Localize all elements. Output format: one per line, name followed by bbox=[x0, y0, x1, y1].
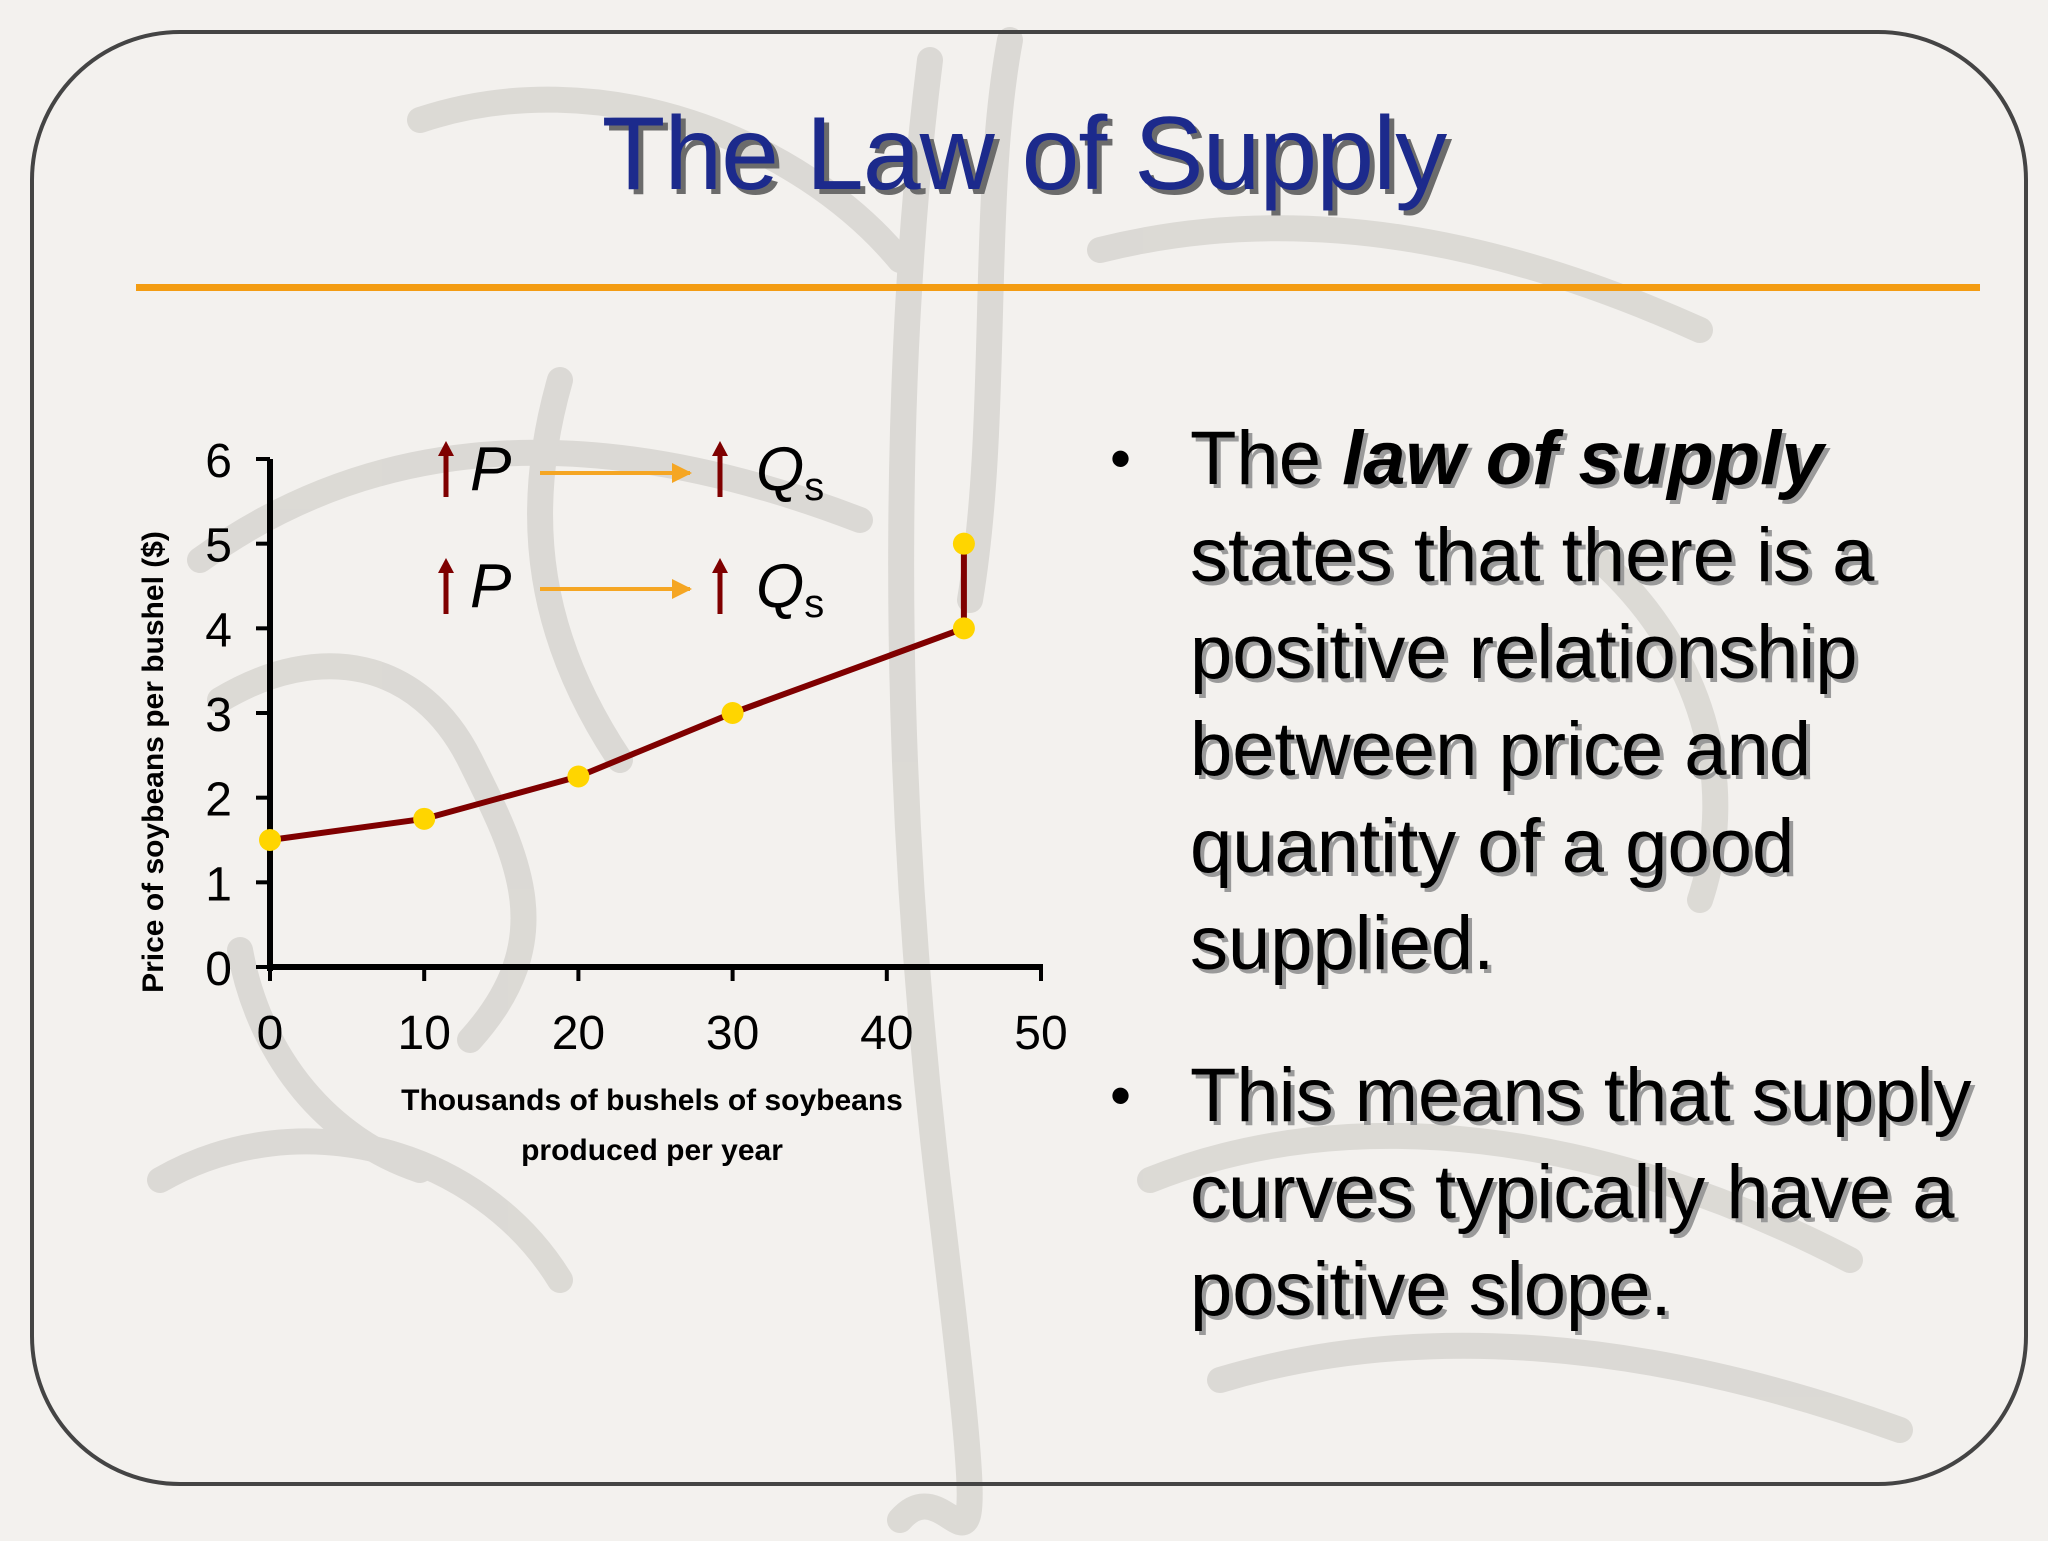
y-tick-label: 1 bbox=[205, 858, 232, 911]
y-tick-label: 3 bbox=[205, 689, 232, 742]
up-arrow-icon bbox=[712, 558, 728, 614]
annotation-p-label: P bbox=[470, 435, 511, 504]
y-tick-label: 4 bbox=[205, 604, 232, 657]
data-point bbox=[721, 702, 744, 724]
slide-title: The Law of Supply bbox=[601, 96, 1447, 212]
annotation-row-2: P Qs bbox=[438, 552, 824, 626]
bullet-dot-icon: • bbox=[1110, 425, 1132, 492]
slide-frame bbox=[30, 30, 2028, 1486]
bullet-item: • The law of supply states that there is… bbox=[1110, 410, 1990, 992]
bullet-1-emphasis: law of supply bbox=[1342, 416, 1824, 501]
annotation-q-label: Qs bbox=[756, 435, 824, 509]
x-tick-label: 0 bbox=[257, 1007, 284, 1060]
y-axis-label: Price of soybeans per bushel ($) bbox=[137, 531, 170, 993]
bullet-2-text: This means that supply curves typically … bbox=[1190, 1053, 1972, 1332]
bullet-dot-icon: • bbox=[1110, 1062, 1132, 1129]
x-tick-label: 10 bbox=[398, 1007, 451, 1060]
x-tick-label: 20 bbox=[552, 1007, 605, 1060]
data-point bbox=[952, 532, 975, 555]
up-arrow-icon bbox=[438, 558, 454, 614]
y-tick-label: 6 bbox=[205, 435, 232, 488]
up-arrow-icon bbox=[712, 441, 728, 497]
bullet-1-prefix: The bbox=[1190, 416, 1343, 501]
data-point bbox=[413, 807, 436, 830]
data-point bbox=[259, 829, 281, 851]
bullet-item: • This means that supply curves typicall… bbox=[1110, 1047, 1990, 1338]
x-tick-label: 50 bbox=[1014, 1007, 1067, 1060]
y-tick-label: 5 bbox=[205, 520, 232, 573]
data-point bbox=[952, 617, 975, 640]
up-arrow-icon bbox=[438, 441, 454, 497]
y-tick-label: 0 bbox=[205, 943, 232, 996]
bullet-list: • The law of supply states that there is… bbox=[1110, 410, 1990, 1338]
x-axis-label-line1: Thousands of bushels of soybeans bbox=[401, 1084, 903, 1117]
x-tick-label: 40 bbox=[860, 1007, 913, 1060]
x-axis-label-line2: produced per year bbox=[521, 1134, 783, 1167]
annotation-q-label: Qs bbox=[756, 552, 824, 626]
y-tick-label: 2 bbox=[205, 774, 232, 827]
supply-curve bbox=[269, 543, 967, 843]
annotation-p-label: P bbox=[470, 552, 511, 621]
data-point bbox=[567, 765, 590, 788]
x-tick-label: 30 bbox=[706, 1007, 759, 1060]
annotation-row-1: P Qs bbox=[438, 435, 824, 509]
title-rule bbox=[136, 284, 1980, 291]
bullet-1-text: states that there is a positive relation… bbox=[1190, 513, 1875, 986]
